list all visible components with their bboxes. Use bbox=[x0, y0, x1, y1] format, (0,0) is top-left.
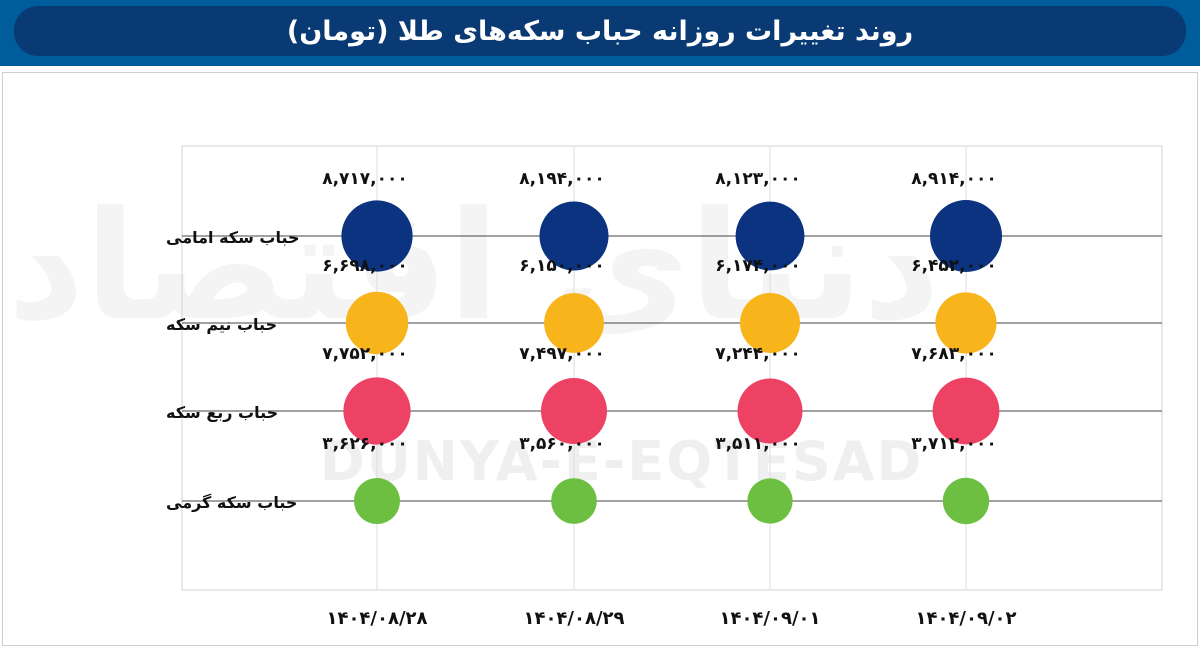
bubble-data-label: ۸,۱۹۴,۰۰۰ bbox=[519, 169, 605, 189]
x-axis-tick-label: ۱۴۰۴/۰۹/۰۱ bbox=[719, 608, 820, 629]
chart-title: روند تغییرات روزانه حباب سکه‌های طلا (تو… bbox=[286, 15, 914, 47]
y-axis-label: حباب سکه امامی bbox=[166, 228, 300, 247]
bubble-data-label: ۶,۱۵۰,۰۰۰ bbox=[519, 256, 605, 276]
bubble bbox=[737, 378, 803, 444]
bubble bbox=[354, 478, 400, 524]
x-axis-tick-label: ۱۴۰۴/۰۸/۲۸ bbox=[326, 608, 427, 629]
bubble-data-label: ۳,۵۱۱,۰۰۰ bbox=[715, 434, 801, 454]
bubble-data-label: ۷,۲۴۴,۰۰۰ bbox=[715, 344, 801, 364]
bubble bbox=[345, 291, 409, 355]
bubble-data-label: ۳,۶۲۶,۰۰۰ bbox=[322, 434, 408, 454]
y-axis-label: حباب نیم سکه bbox=[166, 315, 277, 334]
title-pill: روند تغییرات روزانه حباب سکه‌های طلا (تو… bbox=[14, 6, 1186, 56]
bubble-data-label: ۸,۹۱۴,۰۰۰ bbox=[911, 169, 997, 189]
bubble bbox=[935, 292, 997, 354]
bubble bbox=[544, 293, 604, 353]
watermark-latin: DUNYA-E-EQTESAD bbox=[320, 430, 924, 493]
bubble bbox=[932, 377, 1000, 445]
bubble-data-label: ۶,۱۷۴,۰۰۰ bbox=[715, 256, 801, 276]
bubble bbox=[541, 378, 607, 444]
bubble bbox=[930, 200, 1002, 272]
bubble bbox=[551, 478, 597, 524]
bubble bbox=[735, 201, 805, 271]
bubble bbox=[942, 477, 990, 525]
plot-area-border bbox=[181, 145, 1163, 591]
bubble-data-label: ۷,۴۹۷,۰۰۰ bbox=[519, 344, 605, 364]
chart-frame bbox=[2, 72, 1198, 646]
bubble bbox=[343, 377, 411, 445]
y-axis-label: حباب سکه گرمی bbox=[166, 493, 297, 512]
bubble bbox=[539, 201, 609, 271]
bubble-data-label: ۷,۶۸۳,۰۰۰ bbox=[911, 344, 997, 364]
x-axis-tick-label: ۱۴۰۴/۰۸/۲۹ bbox=[523, 608, 624, 629]
y-axis-label: حباب ربع سکه bbox=[166, 403, 278, 422]
bubble-data-label: ۶,۴۵۲,۰۰۰ bbox=[911, 256, 997, 276]
bubble-data-label: ۸,۱۲۳,۰۰۰ bbox=[715, 169, 801, 189]
bubble-data-label: ۶,۶۹۸,۰۰۰ bbox=[322, 256, 408, 276]
header-bar: روند تغییرات روزانه حباب سکه‌های طلا (تو… bbox=[0, 0, 1200, 66]
bubble-data-label: ۷,۷۵۲,۰۰۰ bbox=[322, 344, 408, 364]
bubble-data-label: ۳,۷۱۲,۰۰۰ bbox=[911, 434, 997, 454]
bubble bbox=[341, 200, 413, 272]
bubble-data-label: ۳,۵۶۰,۰۰۰ bbox=[519, 434, 605, 454]
x-axis-tick-label: ۱۴۰۴/۰۹/۰۲ bbox=[915, 608, 1016, 629]
bubble bbox=[740, 293, 800, 353]
bubble bbox=[747, 478, 793, 524]
bubble-data-label: ۸,۷۱۷,۰۰۰ bbox=[322, 169, 408, 189]
